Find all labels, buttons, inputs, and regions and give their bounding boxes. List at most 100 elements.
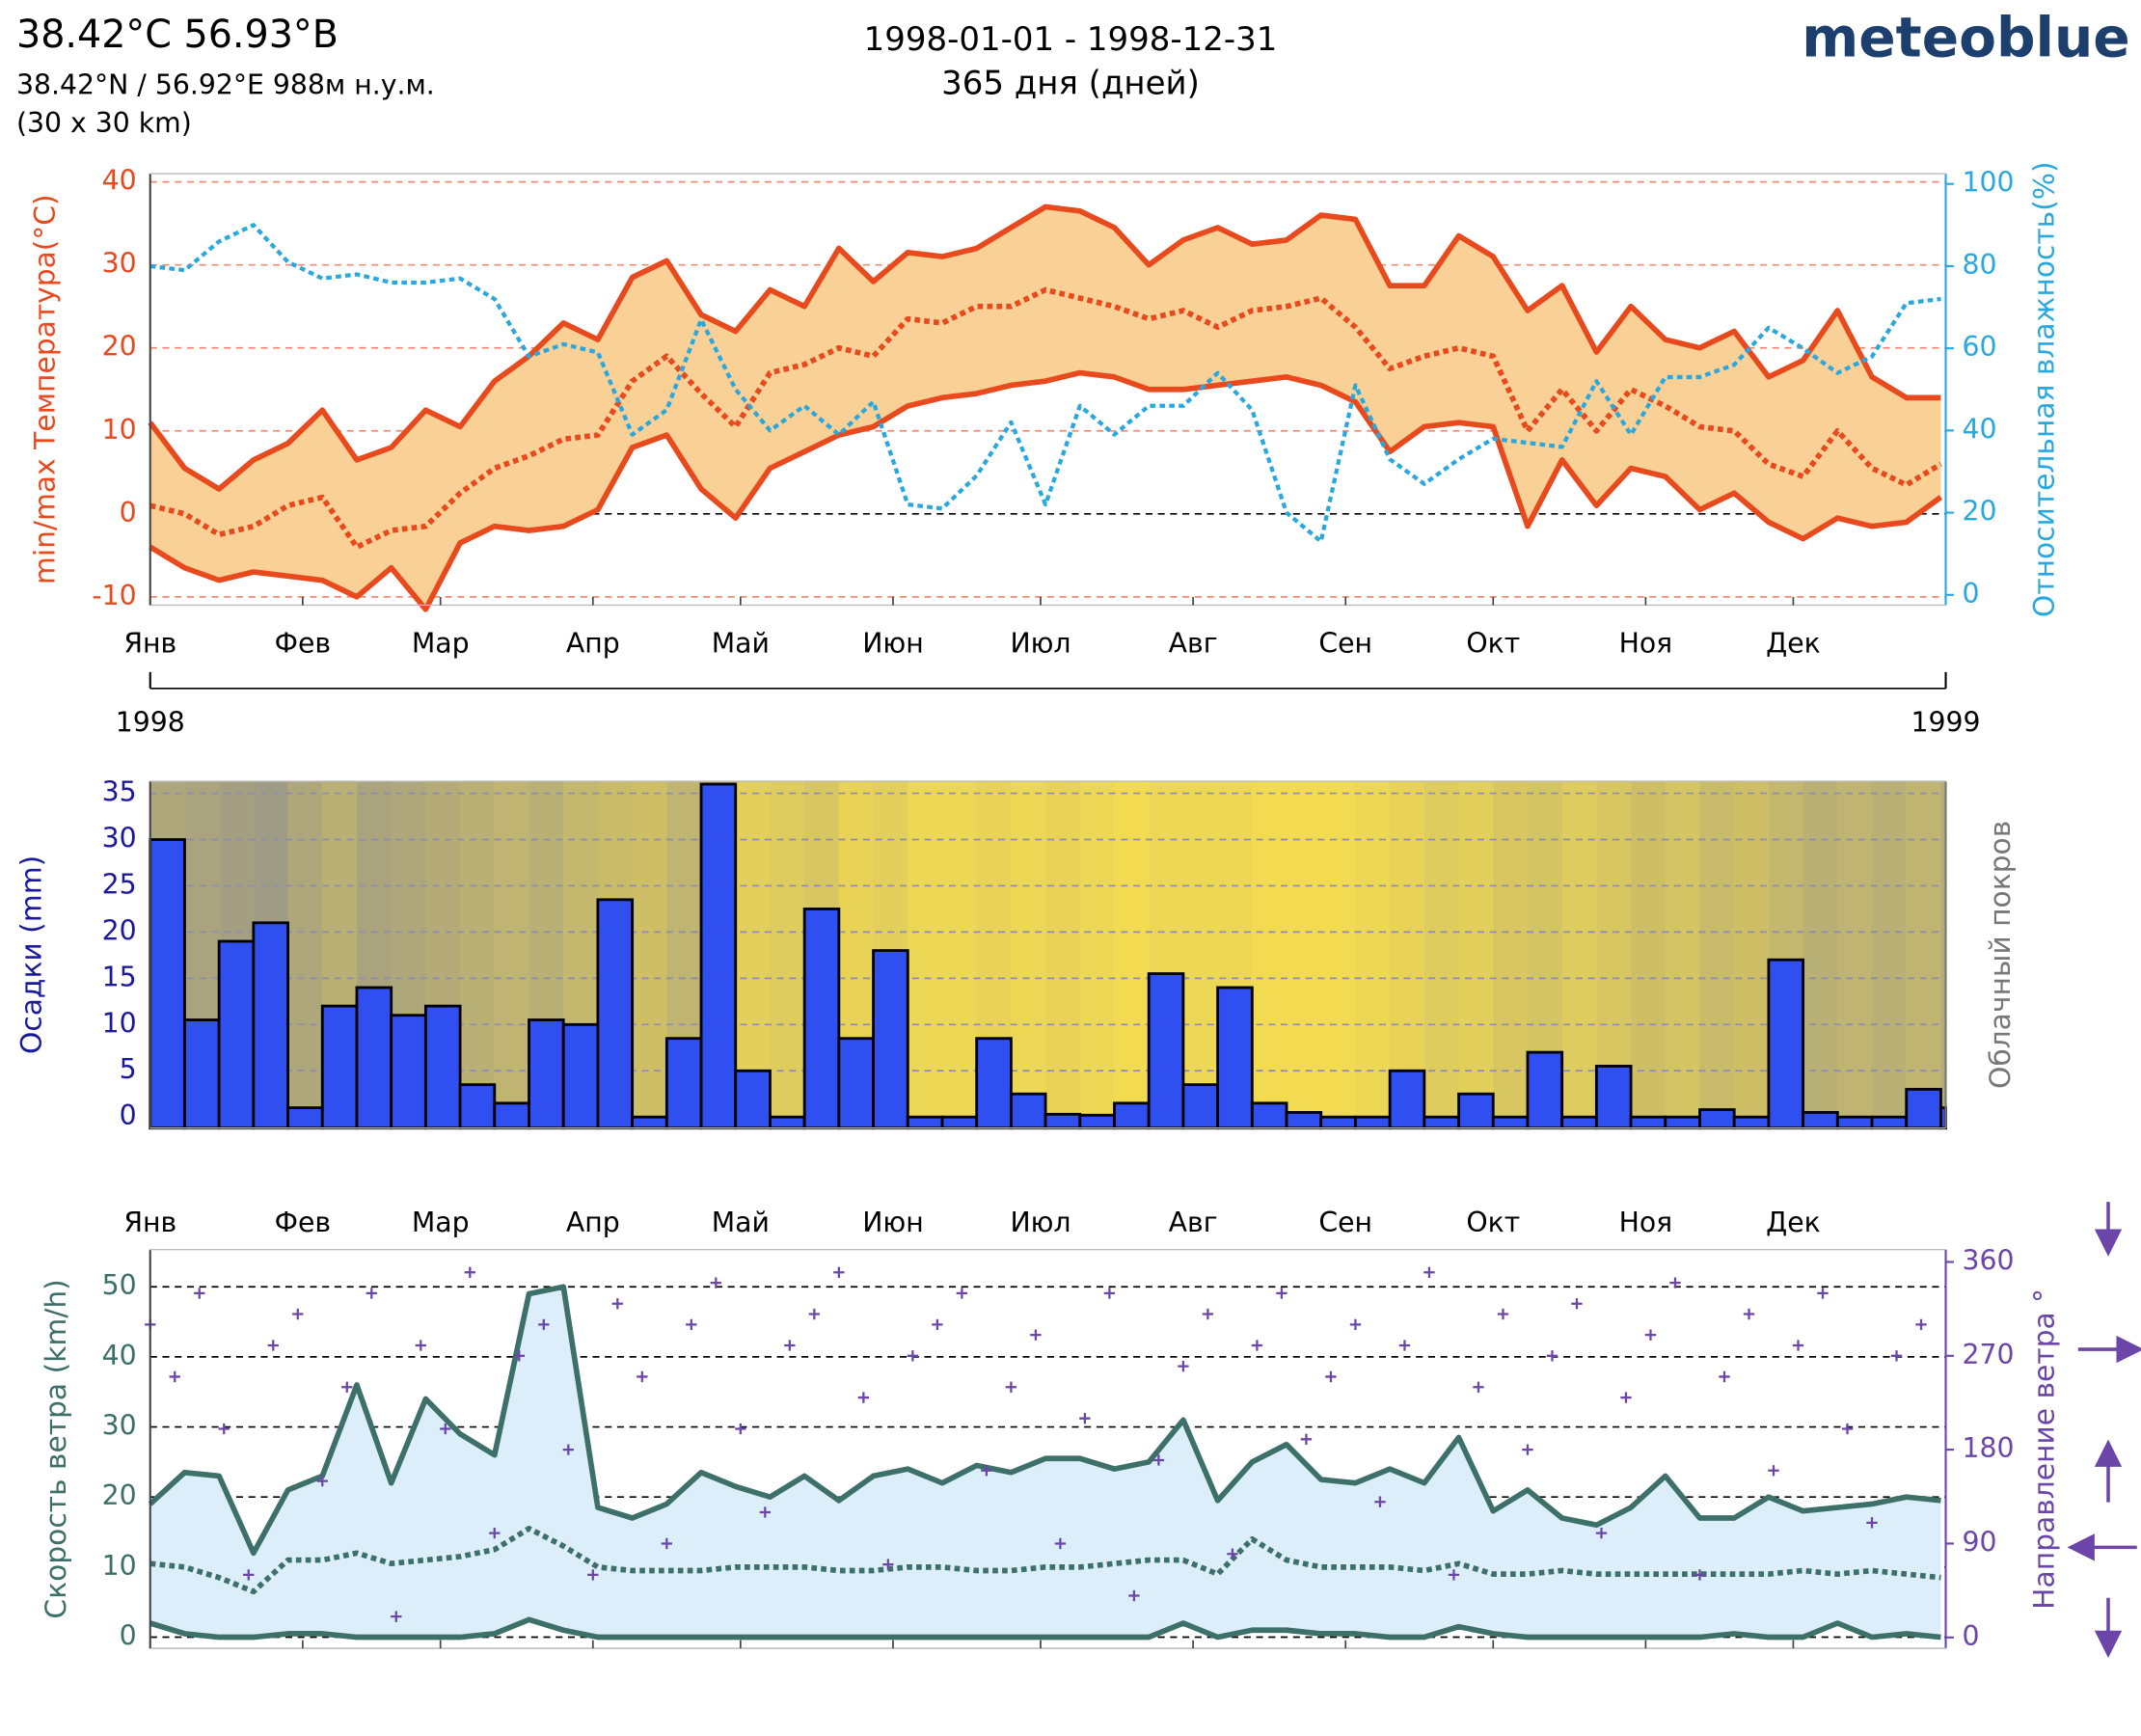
y-tick-label: -10	[92, 580, 136, 611]
y-tick-label: 5	[120, 1053, 137, 1085]
cloud-cover-stripe	[1665, 781, 1700, 1128]
x-tick-label: Мар	[412, 628, 470, 660]
wind-direction-point	[218, 1423, 230, 1435]
brand-logo: meteoblue	[1802, 6, 2129, 69]
y-tick-label: 10	[102, 1550, 137, 1582]
wind-direction-point	[882, 1559, 894, 1570]
wind-direction-point	[415, 1340, 426, 1351]
wind-direction-point	[611, 1298, 623, 1310]
wind-direction-arrows	[2067, 1202, 2141, 1659]
wind-direction-point	[1227, 1548, 1238, 1560]
x-tick-label: Июн	[862, 1207, 924, 1238]
x-tick-label: Дек	[1766, 628, 1821, 660]
wind-direction-point	[1005, 1381, 1017, 1393]
wind-direction-point	[169, 1370, 180, 1383]
cloud-cover-stripe	[1734, 781, 1769, 1128]
y2-tick-label: 80	[1963, 249, 1997, 281]
wind-direction-point	[1103, 1288, 1116, 1299]
cloud-cover-stripe	[1699, 781, 1735, 1128]
period: 1998-01-01 - 1998-12-31	[864, 20, 1278, 59]
location-title: 38.42°C 56.93°B	[16, 13, 339, 57]
wind-direction-point	[440, 1423, 451, 1435]
y-tick-label: 10	[102, 1007, 137, 1039]
wind-direction-point	[341, 1381, 353, 1393]
cloud-cover-stripe	[1940, 781, 1946, 1128]
wind-direction-point	[1915, 1318, 1927, 1331]
precipitation-bar	[837, 1037, 875, 1130]
x-tick-label: Мар	[412, 1207, 470, 1238]
series-line	[148, 1284, 1941, 1557]
precipitation-bar	[149, 838, 186, 1130]
wind-direction-point	[562, 1444, 574, 1455]
precipitation-bar	[1388, 1069, 1426, 1130]
cloud-cover-stripe	[1906, 781, 1941, 1128]
precipitation-bar	[872, 949, 909, 1130]
precipitation-bar	[664, 1037, 703, 1130]
wind-direction-point	[1719, 1370, 1730, 1383]
wind-direction-point	[292, 1308, 304, 1320]
range-band	[149, 1287, 1941, 1638]
precipitation-bar	[1113, 1101, 1151, 1130]
wind-direction-point	[538, 1318, 550, 1331]
precipitation-bar	[1767, 958, 1805, 1130]
wind-direction-point	[1325, 1370, 1337, 1383]
x-tick-label: Май	[712, 1207, 770, 1238]
cloud-cover-stripe	[1114, 781, 1150, 1128]
y-tick-label: 40	[102, 165, 137, 197]
cloud-cover-stripe	[941, 781, 977, 1128]
cloud-cover-stripe	[1182, 781, 1218, 1128]
x-tick-label: Сен	[1318, 1207, 1372, 1238]
wind-direction-point	[686, 1318, 697, 1331]
wind-direction-point	[857, 1392, 870, 1403]
precipitation-bar	[734, 1069, 772, 1130]
x-tick-label: Янв	[123, 628, 176, 660]
x-tick-label: Авг	[1169, 1207, 1218, 1238]
wind-direction-point	[1546, 1350, 1558, 1362]
cloud-cover-stripe	[1493, 781, 1528, 1128]
wind-direction-point	[1448, 1569, 1460, 1581]
wind-direction-point	[1202, 1308, 1214, 1320]
y-tick-label: 20	[102, 1479, 137, 1511]
y-tick-label: 20	[102, 331, 137, 363]
y-tick-label: 0	[120, 1620, 137, 1652]
y-tick-label: 50	[102, 1269, 137, 1301]
y-tick-label: 0	[120, 497, 137, 529]
wind-direction-point	[1497, 1308, 1509, 1320]
year-label: 1999	[1911, 707, 1981, 739]
wind-direction-point	[710, 1277, 721, 1288]
cloud-cover-stripe	[770, 781, 805, 1128]
precipitation-bar	[286, 1106, 324, 1130]
wind-direction-point	[759, 1506, 772, 1518]
y-axis-title: Скорость ветра (km/h)	[40, 1279, 73, 1618]
wind-direction-point	[1743, 1308, 1755, 1320]
wind-direction-point	[1054, 1537, 1067, 1550]
precipitation-bar	[561, 1022, 600, 1130]
wind-direction-point	[1866, 1517, 1878, 1529]
y-tick-label: 0	[120, 1099, 137, 1131]
precipitation-bar	[528, 1018, 565, 1130]
wind-direction-point	[1079, 1413, 1091, 1424]
cloud-cover-stripe	[1561, 781, 1597, 1128]
precipitation-bar	[906, 1115, 944, 1130]
y2-tick-label: 40	[1963, 413, 1997, 445]
precipitation-bar	[1870, 1115, 1909, 1130]
days: 365 дня (дней)	[941, 65, 1200, 103]
wind-direction-point	[1423, 1266, 1435, 1278]
wind-direction-point	[1276, 1288, 1287, 1299]
precipitation-bar	[355, 986, 393, 1130]
precipitation-bar	[1835, 1115, 1874, 1130]
wind-direction-point	[1178, 1360, 1189, 1372]
precipitation-bar	[802, 908, 841, 1130]
cloud-cover-stripe	[1287, 781, 1321, 1128]
wind-direction-point	[907, 1350, 919, 1362]
y2-tick-label: 90	[1963, 1526, 1997, 1558]
x-tick-label: Май	[712, 628, 770, 660]
wind-direction-point	[1595, 1527, 1608, 1539]
y-tick-label: 30	[102, 1410, 137, 1442]
x-tick-label: Авг	[1169, 628, 1218, 660]
x-tick-label: Апр	[566, 628, 620, 660]
precipitation-bar	[458, 1083, 497, 1130]
precipitation-bar	[1423, 1115, 1460, 1130]
